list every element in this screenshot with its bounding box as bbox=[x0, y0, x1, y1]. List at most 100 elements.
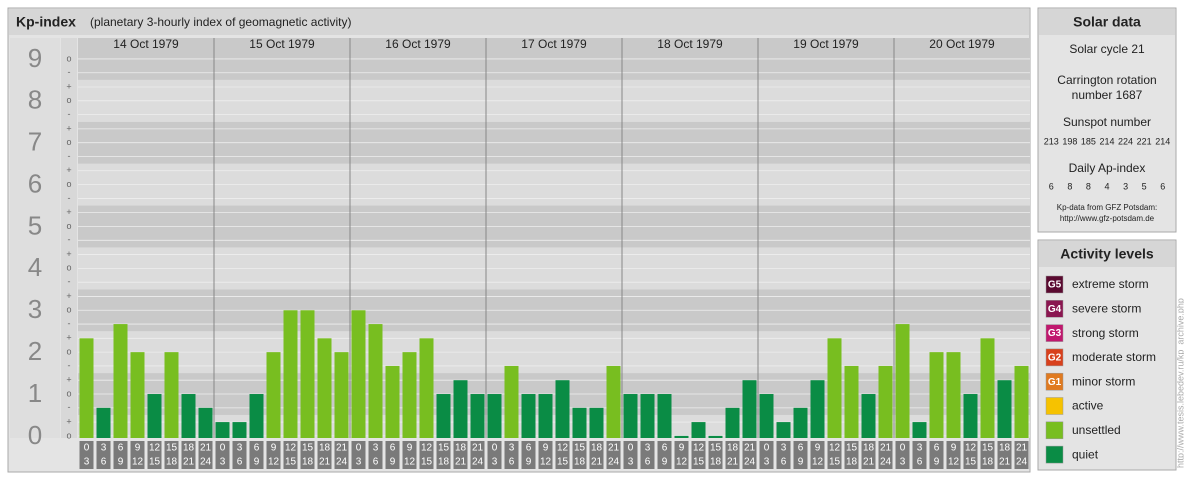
hour-end: 15 bbox=[965, 457, 977, 468]
y-label-column bbox=[10, 38, 60, 438]
hour-start: 6 bbox=[390, 443, 396, 454]
level-badge: G4 bbox=[1048, 304, 1062, 315]
hour-box bbox=[793, 441, 808, 469]
hour-start: 18 bbox=[455, 443, 467, 454]
bar bbox=[810, 380, 825, 438]
bar bbox=[113, 324, 128, 438]
bar bbox=[283, 310, 298, 438]
bar bbox=[402, 352, 417, 438]
bar bbox=[844, 365, 859, 438]
hour-box bbox=[266, 441, 281, 469]
bar bbox=[861, 394, 876, 438]
minor-tick-label: + bbox=[66, 291, 71, 301]
hour-start: 9 bbox=[815, 443, 821, 454]
hour-start: 12 bbox=[285, 443, 297, 454]
hour-box bbox=[164, 441, 179, 469]
side-url: http://www.tesis.lebedev.ru/kp_archive.p… bbox=[1175, 298, 1184, 468]
bar bbox=[912, 422, 927, 438]
bar bbox=[776, 422, 791, 438]
hour-start: 6 bbox=[118, 443, 124, 454]
solar-title-bar bbox=[1039, 9, 1175, 35]
day-label: 15 Oct 1979 bbox=[249, 37, 315, 51]
hour-end: 3 bbox=[628, 457, 634, 468]
hour-end: 15 bbox=[557, 457, 569, 468]
minor-tick-label: + bbox=[66, 81, 71, 91]
hour-end: 24 bbox=[744, 457, 756, 468]
minor-tick-label: o bbox=[66, 347, 71, 357]
ap-value: 6 bbox=[1160, 181, 1165, 191]
minor-tick-label: - bbox=[68, 402, 71, 412]
hour-box bbox=[725, 441, 740, 469]
minor-tick-label: - bbox=[68, 109, 71, 119]
hour-end: 12 bbox=[540, 457, 552, 468]
hour-start: 9 bbox=[543, 443, 549, 454]
bar bbox=[538, 394, 553, 438]
bar bbox=[895, 324, 910, 438]
hour-box bbox=[572, 441, 587, 469]
minor-tick-label: o bbox=[66, 179, 71, 189]
hour-end: 15 bbox=[421, 457, 433, 468]
hour-end: 24 bbox=[200, 457, 212, 468]
bar bbox=[300, 310, 315, 438]
sunspot-title: Sunspot number bbox=[1063, 115, 1151, 129]
hour-start: 0 bbox=[764, 443, 770, 454]
hour-box bbox=[249, 441, 264, 469]
hour-box bbox=[674, 441, 689, 469]
hour-start: 0 bbox=[356, 443, 362, 454]
hour-box bbox=[878, 441, 893, 469]
sunspot-value: 185 bbox=[1081, 136, 1096, 146]
bar bbox=[181, 394, 196, 438]
solar-cycle: Solar cycle 21 bbox=[1069, 42, 1145, 56]
level-swatch bbox=[1045, 300, 1064, 318]
hour-start: 12 bbox=[421, 443, 433, 454]
minor-tick-label: + bbox=[66, 333, 71, 343]
y-tick-label: 8 bbox=[28, 85, 42, 115]
hour-end: 24 bbox=[1016, 457, 1028, 468]
hour-box bbox=[113, 441, 128, 469]
hour-end: 24 bbox=[472, 457, 484, 468]
y-tick-label: 4 bbox=[28, 252, 42, 282]
level-name: quiet bbox=[1072, 447, 1099, 461]
hour-start: 12 bbox=[693, 443, 705, 454]
minor-tick-label: o bbox=[66, 305, 71, 315]
bar bbox=[385, 365, 400, 438]
hour-end: 18 bbox=[574, 457, 586, 468]
minor-tick-label: - bbox=[68, 277, 71, 287]
hour-box bbox=[317, 441, 332, 469]
hour-end: 12 bbox=[812, 457, 824, 468]
hour-start: 21 bbox=[472, 443, 484, 454]
hour-end: 21 bbox=[999, 457, 1011, 468]
level-name: extreme storm bbox=[1072, 277, 1149, 291]
minor-tick-label: - bbox=[68, 318, 71, 328]
solar-title: Solar data bbox=[1073, 14, 1141, 30]
hour-box bbox=[657, 441, 672, 469]
hour-end: 12 bbox=[676, 457, 688, 468]
hour-end: 3 bbox=[84, 457, 90, 468]
hour-start: 15 bbox=[710, 443, 722, 454]
bar bbox=[419, 338, 434, 438]
hour-end: 6 bbox=[509, 457, 515, 468]
hour-end: 18 bbox=[710, 457, 722, 468]
hour-end: 21 bbox=[183, 457, 195, 468]
bar bbox=[742, 380, 757, 438]
bar bbox=[963, 394, 978, 438]
hour-start: 3 bbox=[781, 443, 787, 454]
bar bbox=[606, 365, 621, 438]
minor-label-column bbox=[61, 38, 77, 438]
hour-start: 9 bbox=[271, 443, 277, 454]
source-url: http://www.gfz-potsdam.de bbox=[1060, 214, 1155, 223]
bar bbox=[147, 394, 162, 438]
bar bbox=[198, 407, 213, 438]
hour-box bbox=[997, 441, 1012, 469]
sunspot-value: 198 bbox=[1062, 136, 1077, 146]
hour-box bbox=[368, 441, 383, 469]
level-swatch bbox=[1045, 397, 1064, 415]
hour-start: 0 bbox=[84, 443, 90, 454]
hour-box bbox=[487, 441, 502, 469]
bar bbox=[215, 422, 230, 438]
hour-box bbox=[1014, 441, 1029, 469]
hour-end: 9 bbox=[254, 457, 260, 468]
hour-start: 6 bbox=[662, 443, 668, 454]
bar bbox=[878, 365, 893, 438]
